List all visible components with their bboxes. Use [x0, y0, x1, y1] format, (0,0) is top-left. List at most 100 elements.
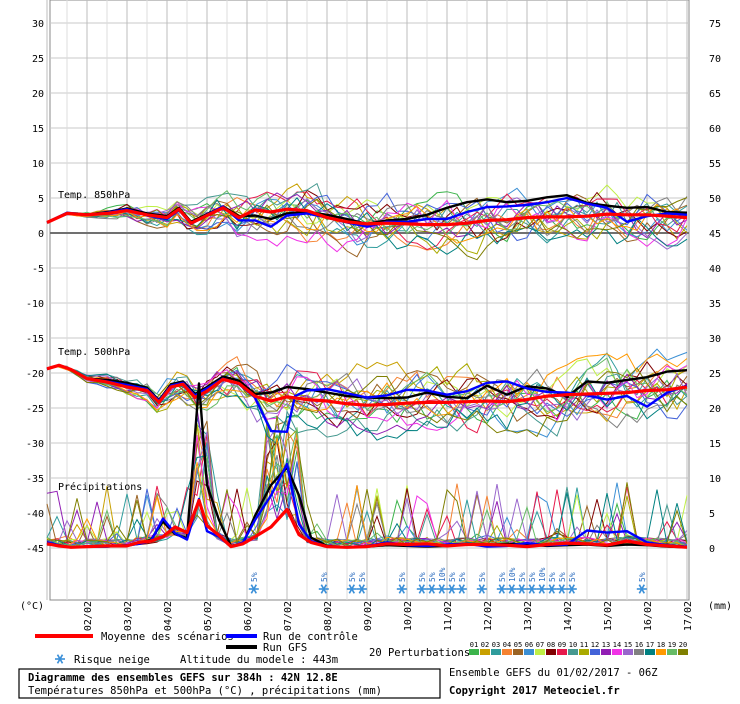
perturbation-code-label: 20 — [679, 641, 687, 649]
right-tick-label: 50 — [709, 194, 721, 205]
legend-perturbations-label: 20 Perturbations — [369, 647, 470, 659]
snow-mark: 5% — [546, 572, 557, 594]
x-tick-label: 04/02 — [163, 601, 174, 631]
chart-subtitle: Températures 850hPa et 500hPa (°C) , pré… — [28, 685, 382, 697]
snow-percent-label: 5% — [558, 572, 567, 582]
snowflake-icon — [566, 584, 577, 594]
snow-percent-label: 5% — [398, 572, 407, 582]
perturbation-color-swatch — [502, 649, 512, 655]
left-tick-label: 10 — [32, 159, 44, 170]
legend-perturbation-swatches: 01 02 03 04 05 06 07 08 09 10 11 12 13 14 15 16 17 18 19 20 — [469, 641, 688, 655]
right-tick-label: 40 — [709, 264, 721, 275]
x-tick-label: 14/02 — [563, 601, 574, 631]
snow-mark: 5% — [416, 572, 427, 594]
snow-mark: 5% — [356, 572, 367, 594]
perturbation-code-label: 04 — [503, 641, 511, 649]
perturbation-code-label: 17 — [646, 641, 654, 649]
right-tick-label: 0 — [709, 544, 715, 555]
perturbation-code-label: 01 — [470, 641, 478, 649]
perturbation-color-swatch — [634, 649, 644, 655]
right-tick-label: 75 — [709, 19, 721, 30]
x-tick-label: 12/02 — [483, 601, 494, 631]
snow-percent-label: 5% — [250, 572, 259, 582]
t500-mean-line — [46, 363, 688, 407]
x-tick-label: 07/02 — [283, 601, 294, 631]
perturbation-code-label: 07 — [536, 641, 544, 649]
snow-percent-label: 5% — [358, 572, 367, 582]
perturbation-color-swatch — [612, 649, 622, 655]
snow-mark: 5% — [476, 572, 487, 594]
perturbation-precip-line — [46, 433, 688, 548]
snow-percent-label: 5% — [478, 572, 487, 582]
snow-mark: 5% — [516, 572, 527, 594]
right-tick-label: 45 — [709, 229, 721, 240]
snowflake-icon — [248, 584, 259, 594]
perturbation-code-label: 14 — [613, 641, 621, 649]
snowflake-icon — [506, 584, 517, 594]
x-tick-label: 16/02 — [643, 601, 654, 631]
legend-gfs-label: Run GFS — [263, 642, 307, 654]
precip-mean-line — [46, 498, 688, 549]
snow-mark: 5% — [318, 572, 329, 594]
x-tick-label: 02/02 — [83, 601, 94, 631]
snowflake-icon — [536, 584, 547, 594]
right-tick-label: 10 — [709, 474, 721, 485]
perturbation-color-swatch — [645, 649, 655, 655]
left-tick-label: 30 — [32, 19, 44, 30]
section-label-t850: Temp. 850hPa — [58, 190, 130, 201]
left-tick-label: -15 — [26, 334, 44, 345]
t850-mean-line — [46, 206, 688, 227]
snow-percent-label: 5% — [548, 572, 557, 582]
perturbation-color-swatch — [513, 649, 523, 655]
perturbation-t500-line — [46, 353, 688, 416]
snow-percent-label: 5% — [568, 572, 577, 582]
left-axis-unit: (°C) — [20, 601, 44, 612]
snowflake-icon — [416, 584, 427, 594]
snow-mark: 10% — [436, 567, 447, 594]
snow-percent-label: 5% — [320, 572, 329, 582]
perturbation-code-label: 09 — [558, 641, 566, 649]
snowflake-icon — [456, 584, 467, 594]
right-tick-label: 20 — [709, 404, 721, 415]
x-tick-label: 10/02 — [403, 601, 414, 631]
left-tick-label: -35 — [26, 474, 44, 485]
snowflake-icon — [346, 584, 357, 594]
snow-mark: 5% — [636, 572, 647, 594]
snow-percent-label: 5% — [458, 572, 467, 582]
snow-percent-label: 5% — [518, 572, 527, 582]
snowflake-icon — [526, 584, 537, 594]
left-tick-label: -40 — [26, 509, 44, 520]
snow-percent-label: 5% — [418, 572, 427, 582]
snow-mark: 5% — [556, 572, 567, 594]
snowflake-icon — [496, 584, 507, 594]
legend-altitude-label: Altitude du modele : 443m — [180, 654, 338, 666]
perturbation-code-label: 02 — [481, 641, 489, 649]
section-label-precip: Précipitations — [58, 481, 142, 493]
snow-percent-label: 10% — [508, 567, 517, 582]
perturbation-color-swatch — [601, 649, 611, 655]
right-axis-unit: (mm) — [708, 601, 732, 612]
perturbation-code-label: 18 — [657, 641, 665, 649]
x-tick-label: 03/02 — [123, 601, 134, 631]
snow-percent-label: 5% — [428, 572, 437, 582]
perturbation-color-swatch — [656, 649, 666, 655]
perturbation-t850-line — [46, 192, 688, 239]
perturbation-code-label: 12 — [591, 641, 599, 649]
perturbation-color-swatch — [546, 649, 556, 655]
x-tick-label: 15/02 — [603, 601, 614, 631]
snow-risk-marks: 5% 5% 5% 5% 5% 5% 5% 10% 5% 5% 5% 5% 10% 5% 5% 10% 5% 5% 5… — [248, 567, 647, 594]
left-tick-label: 15 — [32, 124, 44, 135]
right-tick-label: 55 — [709, 159, 721, 170]
perturbation-t500-line — [46, 364, 688, 431]
left-axis-ticks: 30 25 20 15 10 5 0 -5 -10 -15 -20 -25 -30 -35 -40 -45 — [26, 19, 44, 555]
snow-mark: 10% — [536, 567, 547, 594]
right-tick-label: 5 — [709, 509, 715, 520]
t500-gfs-line — [46, 364, 688, 402]
perturbation-code-label: 03 — [492, 641, 500, 649]
snow-mark: 5% — [426, 572, 437, 594]
perturbation-color-swatch — [469, 649, 479, 655]
perturbation-color-swatch — [568, 649, 578, 655]
x-axis-date-ticks: 02/02 03/02 04/02 05/02 06/02 07/02 08/02 09/02… — [83, 601, 694, 631]
snowflake-icon — [556, 584, 567, 594]
snowflake-icon — [396, 584, 407, 594]
